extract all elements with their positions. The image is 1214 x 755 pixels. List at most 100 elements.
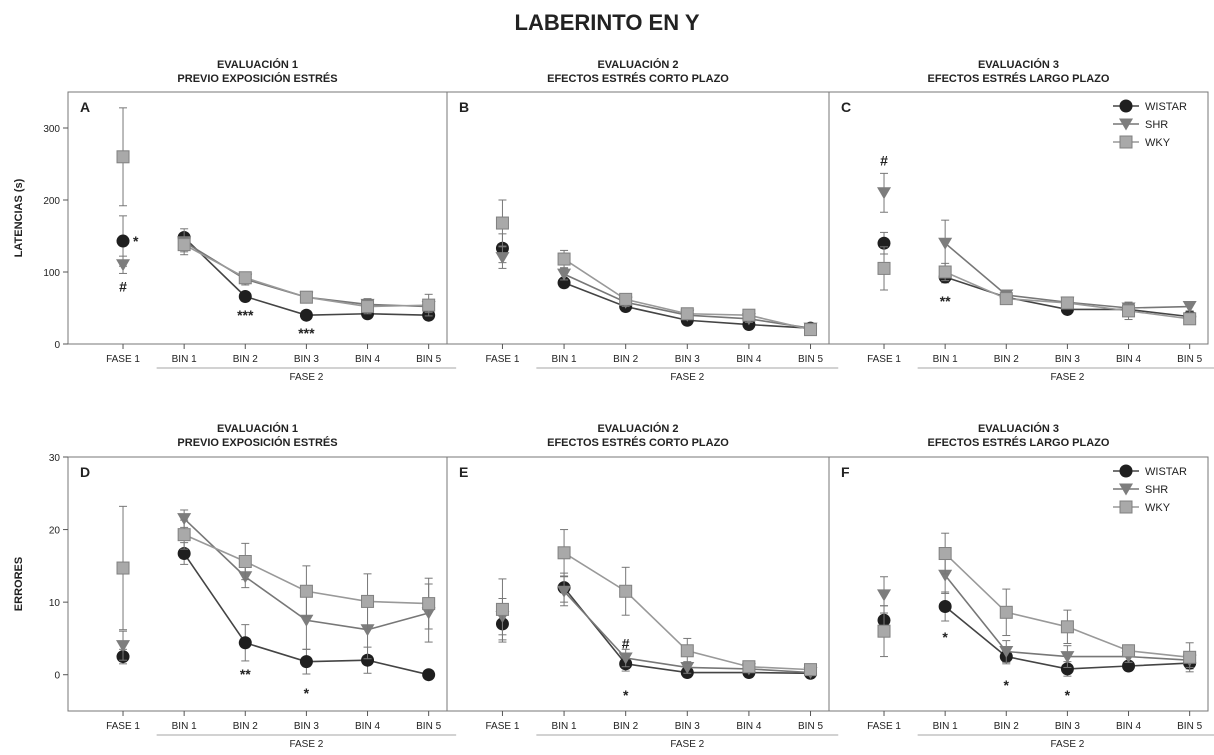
panel-title-line-1: EVALUACIÓN 2 xyxy=(597,58,678,71)
x-tick-label: BIN 2 xyxy=(233,721,258,732)
x-tick-label: BIN 2 xyxy=(233,354,258,365)
series-shr xyxy=(495,246,818,335)
data-point xyxy=(299,290,313,304)
x-tick-label: FASE 1 xyxy=(485,354,519,365)
data-point xyxy=(557,585,572,598)
panel-letter: D xyxy=(80,464,90,480)
x-tick-label: BIN 4 xyxy=(736,721,761,732)
series-wky xyxy=(495,199,818,337)
y-tick-label: 300 xyxy=(43,124,60,135)
legend: WISTAR SHR WKY xyxy=(1113,464,1187,514)
panel-title-line-1: EVALUACIÓN 3 xyxy=(978,422,1059,435)
series-wky xyxy=(495,529,818,677)
legend-marker xyxy=(1119,118,1133,131)
x-tick-label: BIN 3 xyxy=(675,721,700,732)
x-group-label: FASE 2 xyxy=(670,372,704,383)
data-point xyxy=(618,652,633,665)
y-tick-label: 200 xyxy=(43,196,60,207)
data-point xyxy=(877,624,891,638)
panel-frame xyxy=(828,456,1209,712)
data-point xyxy=(938,569,953,582)
series-wistar xyxy=(877,591,1197,677)
data-point xyxy=(299,584,313,598)
data-point xyxy=(1122,304,1136,318)
legend-marker xyxy=(1119,135,1133,149)
data-point xyxy=(938,237,953,250)
data-point xyxy=(238,289,252,303)
data-point xyxy=(938,599,952,613)
data-point xyxy=(177,528,191,542)
x-tick-label: BIN 2 xyxy=(613,354,638,365)
data-point xyxy=(116,150,130,164)
legend-label: WISTAR xyxy=(1145,466,1187,478)
panel-letter: B xyxy=(459,99,469,115)
x-tick-label: FASE 1 xyxy=(106,721,140,732)
legend-label: SHR xyxy=(1145,484,1168,496)
data-point xyxy=(1060,620,1074,634)
y-axis-label: LATENCIAS (s) xyxy=(13,178,25,257)
series-wky xyxy=(877,246,1197,326)
x-tick-label: FASE 1 xyxy=(867,354,901,365)
data-point xyxy=(680,307,694,321)
x-group-label: FASE 2 xyxy=(1050,372,1084,383)
data-point xyxy=(361,653,375,667)
x-tick-label: BIN 5 xyxy=(1177,721,1202,732)
x-tick-label: BIN 2 xyxy=(994,354,1019,365)
series-shr xyxy=(877,172,1197,315)
legend-label: WKY xyxy=(1145,502,1171,514)
significance-marker: *** xyxy=(237,307,254,323)
legend-marker xyxy=(1119,483,1133,496)
data-point xyxy=(495,252,510,265)
data-point xyxy=(422,668,436,682)
x-tick-label: BIN 3 xyxy=(294,721,319,732)
data-point xyxy=(999,605,1013,619)
x-tick-label: BIN 1 xyxy=(933,721,958,732)
x-tick-label: BIN 1 xyxy=(552,354,577,365)
panel-title-line-2: EFECTOS ESTRÉS LARGO PLAZO xyxy=(928,436,1110,449)
significance-marker: * xyxy=(304,685,310,701)
x-tick-label: BIN 1 xyxy=(172,354,197,365)
x-tick-label: BIN 4 xyxy=(1116,721,1141,732)
chart-title: LABERINTO EN Y xyxy=(515,10,700,35)
x-tick-label: BIN 3 xyxy=(294,354,319,365)
data-point xyxy=(116,259,131,272)
significance-marker: # xyxy=(119,278,127,294)
x-tick-label: FASE 1 xyxy=(485,721,519,732)
legend-marker xyxy=(1119,99,1133,113)
data-point xyxy=(1182,301,1197,314)
series-wky xyxy=(116,505,436,631)
data-point xyxy=(177,547,191,561)
x-tick-label: FASE 1 xyxy=(867,721,901,732)
significance-marker: * xyxy=(1004,677,1010,693)
data-point xyxy=(495,216,509,230)
x-group-label: FASE 2 xyxy=(670,739,704,750)
x-tick-label: BIN 5 xyxy=(798,721,823,732)
significance-marker: ** xyxy=(240,666,251,682)
panel-letter: E xyxy=(459,464,468,480)
data-point xyxy=(938,547,952,561)
legend-label: SHR xyxy=(1145,119,1168,131)
data-point xyxy=(299,655,313,669)
significance-marker: * xyxy=(133,233,139,249)
panel-title-line-2: PREVIO EXPOSICIÓN ESTRÉS xyxy=(177,72,337,85)
data-point xyxy=(804,323,818,337)
panel-letter: A xyxy=(80,99,90,115)
data-point xyxy=(299,308,313,322)
y-tick-label: 0 xyxy=(54,340,60,351)
legend-label: WKY xyxy=(1145,137,1171,149)
significance-marker: # xyxy=(622,636,630,652)
legend-marker xyxy=(1119,464,1133,478)
data-point xyxy=(299,614,314,627)
x-tick-label: BIN 1 xyxy=(933,354,958,365)
data-point xyxy=(1183,650,1197,664)
x-tick-label: BIN 4 xyxy=(355,721,380,732)
data-point xyxy=(938,265,952,279)
legend-marker xyxy=(1119,500,1133,514)
data-point xyxy=(361,594,375,608)
data-point xyxy=(238,636,252,650)
x-group-label: FASE 2 xyxy=(1050,739,1084,750)
